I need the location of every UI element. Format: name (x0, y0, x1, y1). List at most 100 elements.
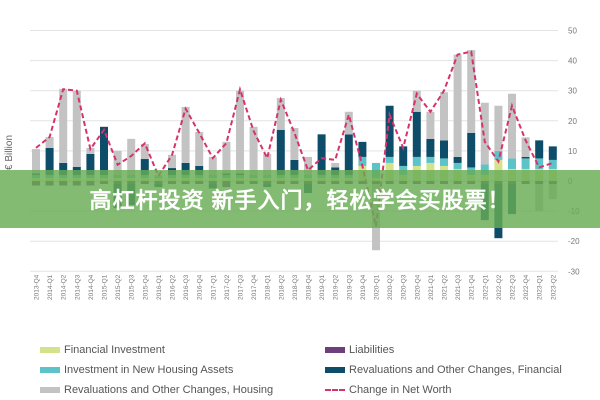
bar-segment (290, 128, 299, 160)
bar-segment (453, 162, 462, 169)
bar-segment (412, 90, 421, 112)
bar-segment (467, 132, 476, 168)
y-tick-label: 30 (568, 87, 577, 96)
x-tick-label: 2017-Q3 (238, 274, 245, 300)
bar-segment (208, 156, 217, 175)
bar-segment (508, 158, 516, 169)
bar-segment (276, 97, 285, 130)
bar-segment (249, 126, 258, 175)
y-tick-label: 20 (568, 117, 577, 126)
bar-segment (331, 162, 340, 168)
bar-segment (426, 138, 435, 157)
x-tick-label: 2014-Q2 (61, 274, 68, 300)
bar-segment (535, 158, 544, 169)
bar-segment (440, 140, 448, 159)
x-tick-label: 2019-Q2 (333, 274, 340, 300)
legend-item: Revaluations and Other Changes, Financia… (325, 364, 562, 376)
bar-segment (399, 146, 408, 166)
legend-item: Financial Investment (40, 344, 165, 356)
bar-segment (181, 162, 190, 175)
bar-segment (521, 156, 530, 159)
legend-label: Revaluations and Other Changes, Housing (64, 384, 274, 396)
y-tick-label: 10 (568, 147, 577, 156)
y-tick-label: -20 (568, 237, 580, 246)
x-tick-label: 2015-Q3 (129, 274, 136, 300)
x-tick-label: 2014-Q3 (74, 274, 81, 300)
x-tick-label: 2021-Q3 (455, 274, 462, 300)
bar-segment (59, 162, 68, 175)
promo-banner[interactable]: 高杠杆投资 新手入门，轻松学会买股票！ (0, 170, 600, 228)
bar-segment (344, 111, 353, 135)
x-tick-label: 2019-Q4 (360, 274, 367, 300)
bar-segment (385, 105, 394, 157)
bar-segment (168, 154, 176, 169)
legend-item: Liabilities (325, 344, 394, 356)
bar-segment (358, 156, 367, 166)
bar-segment (263, 153, 272, 175)
bar-segment (480, 102, 489, 165)
bar-segment (521, 137, 530, 157)
x-tick-label: 2016-Q4 (197, 274, 204, 300)
legend-label: Revaluations and Other Changes, Financia… (349, 364, 562, 376)
bar-segment (548, 159, 557, 169)
bar-segment (195, 131, 204, 166)
y-tick-label: 40 (568, 57, 577, 66)
x-tick-label: 2022-Q3 (510, 274, 517, 300)
bar-segment (535, 140, 544, 159)
bar-segment (440, 92, 448, 141)
x-tick-label: 2020-Q1 (374, 274, 381, 300)
bar-segment (358, 141, 367, 157)
x-tick-label: 2019-Q3 (346, 274, 353, 300)
legend-label: Financial Investment (64, 344, 165, 356)
bar-segment (426, 156, 435, 163)
x-tick-label: 2018-Q3 (292, 274, 299, 300)
bar-segment (480, 164, 489, 175)
x-tick-label: 2017-Q1 (210, 274, 217, 300)
bar-segment (412, 156, 421, 166)
bar-segment (276, 129, 285, 175)
bar-segment (453, 156, 462, 163)
x-tick-label: 2021-Q4 (469, 274, 476, 300)
x-tick-label: 2016-Q2 (170, 274, 177, 300)
bar-segment (494, 105, 503, 151)
bar-segment (45, 137, 54, 148)
x-tick-label: 2022-Q4 (523, 274, 530, 300)
x-tick-label: 2019-Q1 (319, 274, 326, 300)
bar-segment (86, 147, 95, 154)
x-tick-label: 2020-Q4 (414, 274, 421, 300)
bar-segment (32, 149, 40, 174)
x-tick-label: 2015-Q4 (142, 274, 149, 300)
bar-segment (100, 126, 108, 175)
x-tick-label: 2018-Q4 (306, 274, 313, 300)
bar-segment (45, 147, 54, 175)
legend-label: Investment in New Housing Assets (64, 364, 234, 376)
legend-line-swatch (325, 389, 345, 391)
bar-segment (304, 156, 312, 175)
bar-segment (140, 159, 149, 175)
y-axis-label: € Billion (4, 134, 15, 170)
legend-item: Revaluations and Other Changes, Housing (40, 384, 273, 396)
bar-segment (440, 158, 448, 166)
bar-segment (412, 111, 421, 157)
legend-swatch (40, 367, 60, 373)
x-tick-label: 2016-Q3 (183, 274, 190, 300)
y-tick-label: 50 (568, 27, 577, 36)
x-tick-label: 2022-Q2 (496, 274, 503, 300)
x-tick-label: 2013-Q4 (34, 274, 41, 300)
legend-swatch (325, 367, 345, 373)
bar-segment (86, 153, 95, 175)
chart: 50403020100-10-20-302013-Q42014-Q12014-Q… (30, 27, 580, 300)
legend-item: Investment in New Housing Assets (40, 364, 233, 376)
y-tick-label: -30 (568, 267, 580, 276)
bar-segment (222, 141, 231, 174)
legend-label: Liabilities (349, 344, 395, 356)
legend-swatch (325, 347, 345, 353)
x-tick-label: 2021-Q2 (442, 274, 449, 300)
x-tick-label: 2017-Q4 (251, 274, 258, 300)
x-tick-label: 2023-Q1 (537, 274, 544, 300)
bar-segment (181, 106, 190, 163)
bar-segment (140, 143, 149, 160)
bar-segment (317, 134, 326, 175)
bar-segment (385, 156, 394, 163)
bar-segment (508, 93, 516, 159)
